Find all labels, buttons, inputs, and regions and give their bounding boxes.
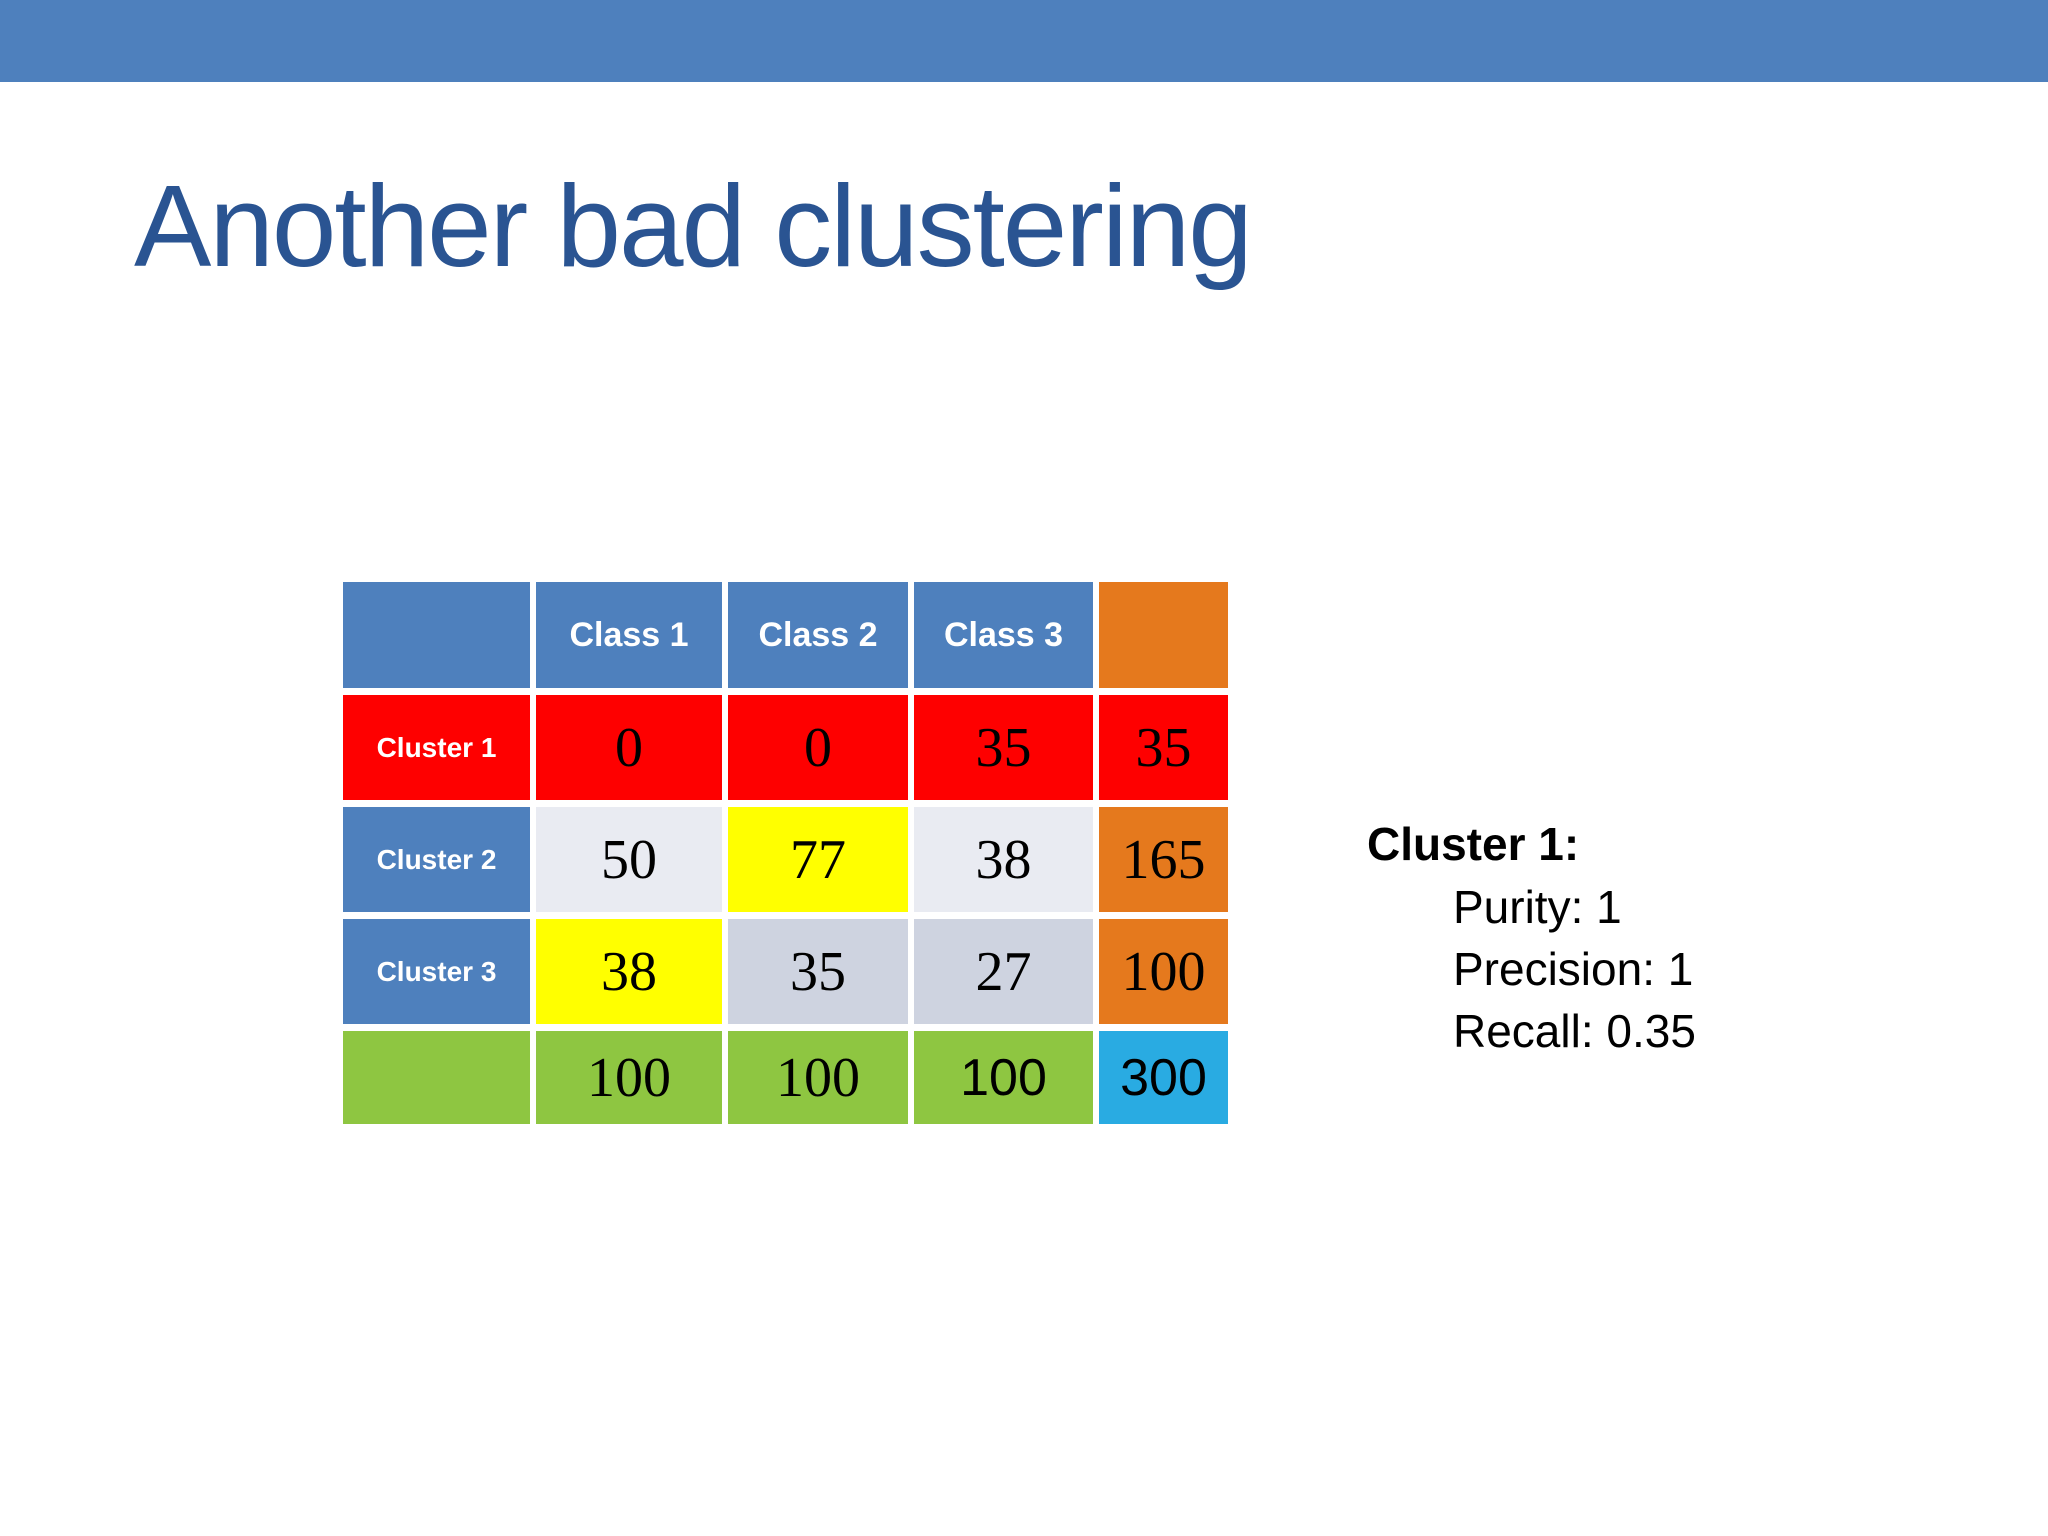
cell-cluster2-class3: 38 (914, 807, 1093, 912)
cell-cluster2-class1: 50 (536, 807, 722, 912)
header-cell-class1: Class 1 (536, 582, 722, 688)
top-accent-bar (0, 0, 2048, 82)
cell-cluster2-total: 165 (1099, 807, 1228, 912)
total-class1: 100 (536, 1031, 722, 1124)
total-class3: 100 (914, 1031, 1093, 1124)
totals-row-corner (343, 1031, 530, 1124)
page-title: Another bad clustering (134, 161, 1253, 291)
cell-cluster3-class2: 35 (728, 919, 908, 1024)
row-label-cluster3: Cluster 3 (343, 919, 530, 1024)
metric-recall: Recall: 0.35 (1453, 1005, 1696, 1057)
cell-cluster3-total: 100 (1099, 919, 1228, 1024)
cell-cluster3-class1: 38 (536, 919, 722, 1024)
cell-cluster1-total: 35 (1099, 695, 1228, 800)
header-cell-class3: Class 3 (914, 582, 1093, 688)
row-label-cluster2: Cluster 2 (343, 807, 530, 912)
total-class2: 100 (728, 1031, 908, 1124)
row-label-cluster1: Cluster 1 (343, 695, 530, 800)
cell-cluster2-class2: 77 (728, 807, 908, 912)
header-cell-class2: Class 2 (728, 582, 908, 688)
cell-cluster1-class2: 0 (728, 695, 908, 800)
metric-purity: Purity: 1 (1453, 881, 1622, 933)
cell-cluster1-class1: 0 (536, 695, 722, 800)
header-cell-corner (343, 582, 530, 688)
metrics-panel: Cluster 1: Purity: 1 Precision: 1 Recall… (1367, 812, 1696, 1062)
metrics-heading: Cluster 1: (1367, 818, 1580, 870)
grand-total: 300 (1099, 1031, 1228, 1124)
cell-cluster3-class3: 27 (914, 919, 1093, 1024)
header-cell-totals (1099, 582, 1228, 688)
metric-precision: Precision: 1 (1453, 943, 1694, 995)
confusion-matrix-table: Class 1 Class 2 Class 3 Cluster 1 0 0 35… (343, 582, 1228, 1124)
cell-cluster1-class3: 35 (914, 695, 1093, 800)
